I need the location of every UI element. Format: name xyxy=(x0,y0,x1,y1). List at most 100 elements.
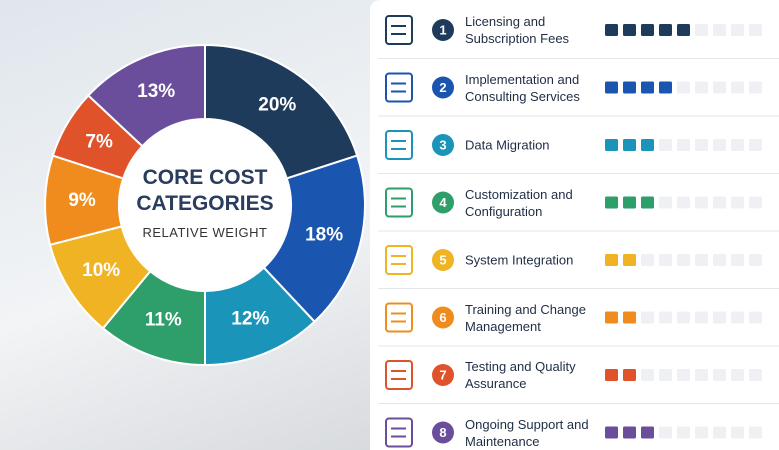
rating-square xyxy=(623,81,636,94)
row-icon xyxy=(385,130,413,160)
category-label: Ongoing Support and Maintenance xyxy=(465,416,589,449)
rating-square xyxy=(623,426,636,439)
rating-square xyxy=(677,81,690,94)
rating-square xyxy=(731,426,744,439)
rating-square xyxy=(677,311,690,324)
rating-bar xyxy=(605,196,762,209)
rating-square xyxy=(605,196,618,209)
rating-square xyxy=(605,369,618,381)
rating-square xyxy=(695,311,708,324)
slice-label: 7% xyxy=(85,131,113,152)
rating-square xyxy=(605,426,618,439)
rating-square xyxy=(605,24,618,36)
row-icon xyxy=(385,187,413,218)
rating-bar xyxy=(605,369,762,381)
rating-square xyxy=(641,254,654,266)
category-label: Training and Change Management xyxy=(465,301,586,334)
number-badge-text: 6 xyxy=(439,310,446,325)
rating-square xyxy=(659,139,672,151)
rating-square xyxy=(659,196,672,209)
rating-square xyxy=(713,24,726,36)
slice-label: 20% xyxy=(258,95,296,116)
rating-square xyxy=(713,311,726,324)
rating-square xyxy=(659,426,672,439)
rating-square xyxy=(749,311,762,324)
number-badge xyxy=(432,191,454,214)
rating-square xyxy=(623,254,636,266)
rating-square xyxy=(641,369,654,381)
rating-square xyxy=(623,196,636,209)
rating-square xyxy=(749,426,762,439)
number-badge xyxy=(432,19,454,41)
rating-square xyxy=(641,426,654,439)
row-icon xyxy=(385,245,413,275)
slice-label: 10% xyxy=(82,260,120,281)
number-badge-text: 2 xyxy=(439,80,446,95)
rating-square xyxy=(605,139,618,151)
rating-square xyxy=(749,139,762,151)
rating-square xyxy=(659,254,672,266)
rating-square xyxy=(731,196,744,209)
number-badge xyxy=(432,421,454,444)
rating-square xyxy=(713,196,726,209)
rating-square xyxy=(605,81,618,94)
rating-square xyxy=(749,24,762,36)
number-badge xyxy=(432,306,454,329)
rating-square xyxy=(749,369,762,381)
rating-square xyxy=(641,24,654,36)
number-badge xyxy=(432,364,454,386)
rating-square xyxy=(605,254,618,266)
rating-square xyxy=(713,254,726,266)
rating-square xyxy=(659,24,672,36)
category-label: System Integration xyxy=(465,252,574,268)
number-badge-text: 5 xyxy=(439,252,446,267)
rating-square xyxy=(749,81,762,94)
slice-label: 13% xyxy=(137,81,175,102)
slice-label: 11% xyxy=(145,310,182,331)
rating-square xyxy=(677,139,690,151)
donut-slice xyxy=(86,43,206,148)
rating-square xyxy=(695,24,708,36)
rating-bar xyxy=(605,426,762,439)
row-icon xyxy=(385,15,413,45)
chart-title: CORE COST CATEGORIES xyxy=(136,166,274,215)
rating-square xyxy=(641,139,654,151)
rating-square xyxy=(731,81,744,94)
rating-square xyxy=(695,81,708,94)
rating-square xyxy=(659,81,672,94)
rating-square xyxy=(749,254,762,266)
number-badge xyxy=(432,76,454,99)
category-label: Licensing and Subscription Fees xyxy=(465,14,570,46)
rating-square xyxy=(641,81,654,94)
rating-square xyxy=(659,311,672,324)
rating-square xyxy=(749,196,762,209)
row-icon xyxy=(385,72,413,103)
rating-square xyxy=(713,139,726,151)
rating-square xyxy=(641,196,654,209)
rating-square xyxy=(731,139,744,151)
row-icon xyxy=(385,302,413,333)
category-label: Testing and Quality Assurance xyxy=(465,359,576,391)
rating-bar xyxy=(605,81,762,94)
rating-square xyxy=(677,254,690,266)
rating-square xyxy=(713,369,726,381)
rating-square xyxy=(605,311,618,324)
slice-label: 12% xyxy=(231,308,269,329)
number-badge xyxy=(432,134,454,156)
rating-square xyxy=(623,139,636,151)
rating-bar xyxy=(605,139,762,151)
number-badge-text: 8 xyxy=(439,425,446,440)
rating-square xyxy=(731,254,744,266)
rating-square xyxy=(677,426,690,439)
rating-bar xyxy=(605,311,762,324)
number-badge-text: 1 xyxy=(439,22,446,37)
rating-square xyxy=(695,254,708,266)
rating-square xyxy=(731,24,744,36)
row-icon xyxy=(385,417,413,448)
donut-slice xyxy=(262,154,366,324)
slice-label: 9% xyxy=(68,190,96,211)
number-badge xyxy=(432,249,454,271)
donut-center: CORE COST CATEGORIES RELATIVE WEIGHT xyxy=(130,165,280,240)
